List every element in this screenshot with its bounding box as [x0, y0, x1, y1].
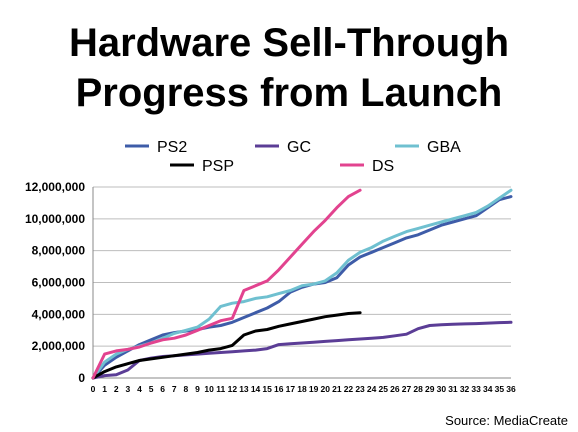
x-tick-label: 26 [390, 384, 400, 394]
x-tick-label: 21 [332, 384, 342, 394]
legend-label: GC [287, 139, 311, 156]
legend-label: PS2 [157, 139, 187, 156]
x-tick-label: 18 [297, 384, 307, 394]
legend-label: DS [372, 158, 394, 175]
legend-item-gc: GC [255, 139, 311, 156]
x-tick-label: 3 [125, 384, 130, 394]
legend-item-gba: GBA [395, 139, 461, 156]
x-tick-label: 14 [251, 384, 261, 394]
y-tick-label: 10,000,000 [25, 212, 85, 226]
y-tick-label: 6,000,000 [32, 276, 86, 290]
x-tick-label: 31 [448, 384, 458, 394]
x-tick-label: 12 [228, 384, 238, 394]
x-tick-label: 1 [102, 384, 107, 394]
series-lines [91, 188, 513, 380]
x-tick-label: 22 [344, 384, 354, 394]
chart-title-line-2: Progress from Launch [75, 71, 503, 115]
x-tick-label: 6 [160, 384, 165, 394]
grid-lines [93, 186, 511, 347]
x-tick-label: 33 [471, 384, 481, 394]
x-tick-label: 20 [320, 384, 330, 394]
legend-label: PSP [202, 158, 234, 175]
chart-title: Hardware Sell-Through Progress from Laun… [0, 18, 578, 118]
x-tick-label: 32 [460, 384, 470, 394]
axes [92, 187, 511, 379]
x-tick-label: 29 [425, 384, 435, 394]
x-tick-label: 34 [483, 384, 493, 394]
legend-item-psp: PSP [170, 158, 234, 175]
legend-item-ps2: PS2 [125, 139, 187, 156]
x-tick-label: 25 [379, 384, 389, 394]
x-axis-ticks: 0 1 2 3 4 5 6 7 8 9 10 11 12 13 14 15 16 17 18 19 20 21 22 23 24… [91, 384, 516, 394]
y-tick-label: 12,000,000 [25, 180, 85, 194]
x-tick-label: 23 [355, 384, 365, 394]
x-tick-label: 16 [274, 384, 284, 394]
x-tick-label: 15 [262, 384, 272, 394]
y-tick-label: 0 [78, 371, 85, 385]
x-tick-label: 35 [495, 384, 505, 394]
x-tick-label: 4 [137, 384, 142, 394]
x-tick-label: 5 [149, 384, 154, 394]
chart-title-line-1: Hardware Sell-Through [68, 21, 510, 65]
x-tick-label: 27 [402, 384, 412, 394]
x-tick-label: 19 [309, 384, 319, 394]
series-line-gc [91, 320, 513, 380]
series-line-gba [91, 188, 513, 380]
legend-item-ds: DS [340, 158, 394, 175]
source-note: Source: MediaCreate [445, 413, 568, 428]
y-tick-label: 8,000,000 [32, 244, 86, 258]
x-tick-label: 9 [195, 384, 200, 394]
x-tick-label: 11 [216, 384, 225, 394]
x-tick-label: 0 [91, 384, 96, 394]
x-tick-label: 30 [437, 384, 447, 394]
y-axis-ticks: 0 2,000,000 4,000,000 6,000,000 8,000,000 10,… [25, 180, 85, 385]
series-line-ds [91, 188, 362, 380]
x-tick-label: 17 [286, 384, 296, 394]
x-tick-label: 2 [114, 384, 119, 394]
legend-label: GBA [427, 139, 461, 156]
x-tick-label: 28 [413, 384, 423, 394]
x-tick-label: 7 [172, 384, 177, 394]
legend: PS2 GC GBA PSP DS [125, 139, 461, 175]
x-tick-label: 24 [367, 384, 377, 394]
x-tick-label: 10 [204, 384, 214, 394]
x-tick-label: 13 [239, 384, 249, 394]
x-tick-label: 36 [506, 384, 516, 394]
y-tick-label: 2,000,000 [32, 339, 86, 353]
x-tick-label: 8 [184, 384, 189, 394]
series-line-psp [91, 311, 362, 380]
y-tick-label: 4,000,000 [32, 307, 86, 321]
